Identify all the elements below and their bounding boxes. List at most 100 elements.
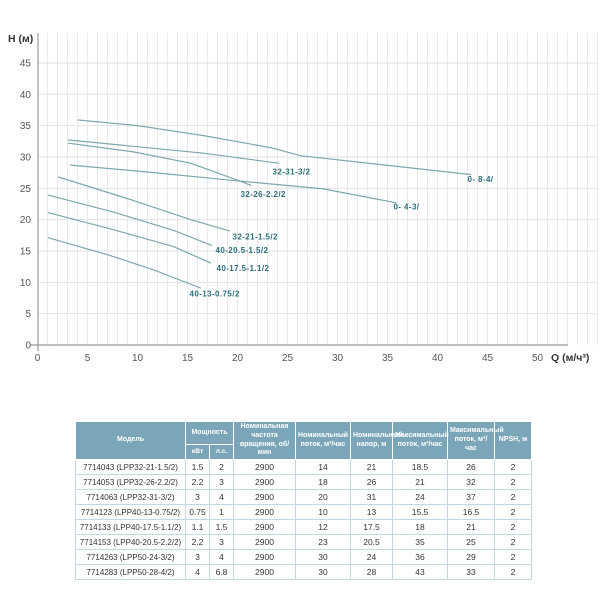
col-header-power: Мощность xyxy=(185,420,234,446)
value-cell: 2900 xyxy=(233,459,296,475)
curve-40-20.5-1.5/2 xyxy=(47,194,213,246)
model-cell: 7714123 (LPP40-13-0.75/2) xyxy=(75,504,186,520)
table-row: 7714123 (LPP40-13-0.75/2) 0.75 1 2900 10 13 15… xyxy=(75,504,532,520)
value-cell: 30 xyxy=(295,549,351,565)
col-header-hp: л.с. xyxy=(209,444,234,460)
x-tick-label: 15 xyxy=(182,353,194,364)
value-cell: 3 xyxy=(209,474,234,490)
value-cell: 2900 xyxy=(233,564,296,580)
value-cell: 26 xyxy=(350,474,393,490)
value-cell: 16.5 xyxy=(447,504,495,520)
value-cell: 1.1 xyxy=(185,519,210,535)
model-cell: 7714153 (LPP40-20.5-2.2/2) xyxy=(75,534,186,550)
value-cell: 20.5 xyxy=(350,534,393,550)
value-cell: 2 xyxy=(494,504,532,520)
value-cell: 12 xyxy=(295,519,351,535)
value-cell: 2 xyxy=(494,534,532,550)
x-tick-label: 5 xyxy=(85,353,91,364)
value-cell: 20 xyxy=(295,489,351,505)
col-header-max-flow: Максимальный поток, м³/час xyxy=(392,421,449,460)
value-cell: 2900 xyxy=(233,504,296,520)
value-cell: 26 xyxy=(447,459,495,475)
value-cell: 4 xyxy=(185,564,210,580)
value-cell: 1.5 xyxy=(209,519,234,535)
value-cell: 17.5 xyxy=(350,519,393,535)
value-cell: 30 xyxy=(295,564,351,580)
y-tick-label: 20 xyxy=(20,215,32,226)
y-tick-label: 40 xyxy=(20,90,32,101)
x-tick-label: 0 xyxy=(35,353,41,364)
x-tick-label: 25 xyxy=(282,353,294,364)
curve-32-31-3/2 xyxy=(67,139,280,164)
table-row: 7714263 (LPP50-24-3/2) 3 4 2900 30 24 36 29 2 xyxy=(75,549,532,565)
col-header-nominal-flow: Номинальный поток, м³/час xyxy=(295,421,351,460)
col-header-speed: Номинальная частота вращения, об/мин xyxy=(233,421,296,460)
table-row: 7714053 (LPP32-26-2.2/2) 2.2 3 2900 18 26 21 32… xyxy=(75,474,532,490)
value-cell: 2 xyxy=(494,459,532,475)
value-cell: 2 xyxy=(494,549,532,565)
curve-label-40-13-0.75/2: 40-13-0.75/2 xyxy=(190,290,240,299)
value-cell: 3 xyxy=(209,534,234,550)
value-cell: 2.2 xyxy=(185,534,210,550)
model-cell: 7714063 (LPP32-31-3/2) xyxy=(75,489,186,505)
value-cell: 2900 xyxy=(233,534,296,550)
value-cell: 25 xyxy=(447,534,495,550)
model-cell: 7714133 (LPP40-17.5-1.1/2) xyxy=(75,519,186,535)
value-cell: 2.2 xyxy=(185,474,210,490)
curve-label-40-20.5-1.5/2: 40-20.5-1.5/2 xyxy=(216,246,269,255)
value-cell: 2 xyxy=(494,519,532,535)
y-tick-label: 15 xyxy=(20,246,32,257)
value-cell: 32 xyxy=(447,474,495,490)
curve-0- 8-4/ xyxy=(77,119,472,176)
col-header-nominal-head: Номинальный напор, м xyxy=(350,421,403,460)
value-cell: 21 xyxy=(392,474,448,490)
value-cell: 2900 xyxy=(233,549,296,565)
value-cell: 18 xyxy=(392,519,448,535)
value-cell: 3 xyxy=(185,489,210,505)
curve-label-40-17.5-1.1/2: 40-17.5-1.1/2 xyxy=(217,264,270,273)
curve-label-0- 8-4/: 0- 8-4/ xyxy=(468,175,494,184)
model-cell: 7714263 (LPP50-24-3/2) xyxy=(75,549,186,565)
x-axis-title: Q (м/ч³) xyxy=(551,352,589,364)
table-row: 7714153 (LPP40-20.5-2.2/2) 2.2 3 2900 23 20.5… xyxy=(75,534,532,550)
value-cell: 24 xyxy=(392,489,448,505)
value-cell: 3 xyxy=(185,549,210,565)
value-cell: 28 xyxy=(350,564,393,580)
y-tick-label: 5 xyxy=(25,309,31,320)
value-cell: 1.5 xyxy=(185,459,210,475)
curve-label-32-21-1.5/2: 32-21-1.5/2 xyxy=(233,233,278,242)
x-tick-label: 45 xyxy=(482,353,494,364)
value-cell: 24 xyxy=(350,549,393,565)
x-tick-label: 10 xyxy=(132,353,144,364)
value-cell: 35 xyxy=(392,534,448,550)
x-tick-label: 30 xyxy=(332,353,344,364)
model-cell: 7714053 (LPP32-26-2.2/2) xyxy=(75,474,186,490)
value-cell: 29 xyxy=(447,549,495,565)
col-header-max-flow-2: Максимальный поток, м³/час xyxy=(447,421,504,460)
value-cell: 13 xyxy=(350,504,393,520)
value-cell: 2900 xyxy=(233,474,296,490)
pump-performance-chart: 0 5 10 15 20 25 30 35 40 45 0 5 10 15 20 25 30 35 40 45 50 H … xyxy=(8,33,598,364)
pump-specs-table: Модель Мощность Номинальная частота вращ… xyxy=(75,420,532,580)
curve-label-0- 4-3/: 0- 4-3/ xyxy=(394,203,420,212)
table-header: Модель Мощность Номинальная частота вращ… xyxy=(75,420,532,460)
value-cell: 15.5 xyxy=(392,504,448,520)
curve-40-17.5-1.1/2 xyxy=(47,212,212,264)
table-row: 7714063 (LPP32-31-3/2) 3 4 2900 20 31 24 37 2 xyxy=(75,489,532,505)
col-header-model: Модель xyxy=(75,421,186,460)
y-tick-label: 45 xyxy=(20,58,32,69)
value-cell: 4 xyxy=(209,549,234,565)
value-cell: 33 xyxy=(447,564,495,580)
curve-40-13-0.75/2 xyxy=(47,237,202,289)
table-row: 7714043 (LPP32-21-1.5/2) 1.5 2 2900 14 21 18.5… xyxy=(75,459,532,475)
value-cell: 10 xyxy=(295,504,351,520)
table-body: 7714043 (LPP32-21-1.5/2) 1.5 2 2900 14 21 18.5… xyxy=(75,459,532,580)
y-tick-label: 30 xyxy=(20,152,32,163)
value-cell: 2900 xyxy=(233,519,296,535)
value-cell: 18 xyxy=(295,474,351,490)
value-cell: 4 xyxy=(209,489,234,505)
value-cell: 37 xyxy=(447,489,495,505)
value-cell: 23 xyxy=(295,534,351,550)
x-tick-label: 40 xyxy=(432,353,444,364)
value-cell: 36 xyxy=(392,549,448,565)
